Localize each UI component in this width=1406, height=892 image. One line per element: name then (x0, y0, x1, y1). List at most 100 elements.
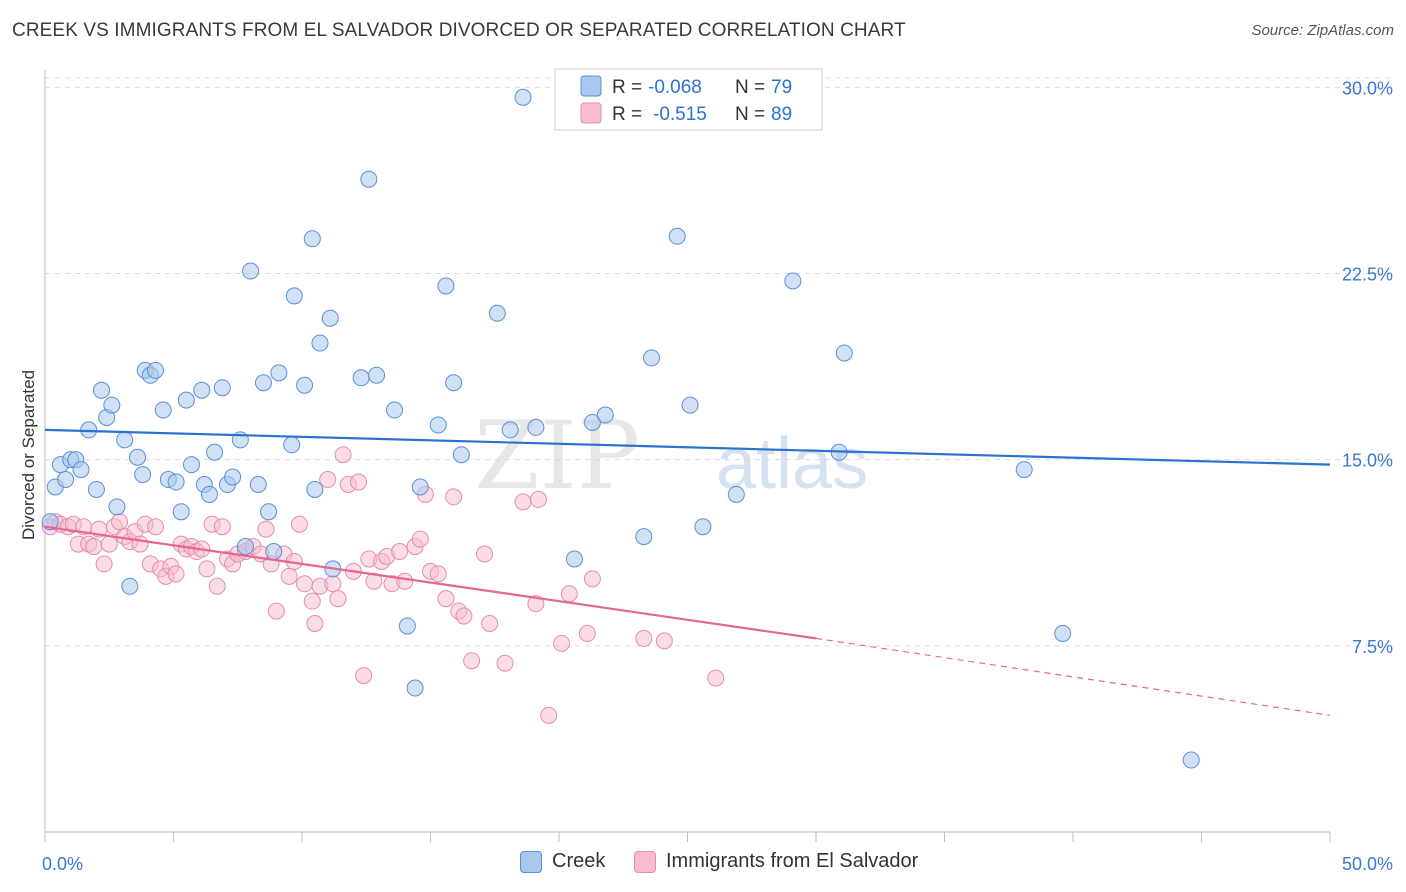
data-point-salvador (198, 560, 216, 578)
data-point-salvador (85, 538, 103, 556)
data-point-creek (206, 443, 224, 461)
data-point-creek (93, 381, 111, 399)
data-point-creek (784, 272, 802, 290)
data-point-creek (147, 361, 165, 379)
data-point-creek (681, 396, 699, 414)
y-tick-label: 15.0% (1342, 451, 1393, 471)
y-tick-label: 30.0% (1342, 78, 1393, 98)
data-point-creek (386, 401, 404, 419)
data-point-salvador (267, 602, 285, 620)
data-point-creek (285, 287, 303, 305)
trend-lines (44, 428, 1331, 716)
data-point-creek (429, 416, 447, 434)
data-point-creek (41, 513, 59, 531)
data-point-salvador (655, 632, 673, 650)
data-point-salvador (131, 535, 149, 553)
legend-label-creek: Creek (552, 850, 606, 872)
data-point-salvador (540, 706, 558, 724)
data-point-creek (57, 471, 75, 489)
data-point-creek (596, 406, 614, 424)
data-point-salvador (396, 572, 414, 590)
data-point-salvador (296, 575, 314, 593)
data-point-creek (213, 379, 231, 397)
data-point-creek (452, 446, 470, 464)
data-point-salvador (583, 570, 601, 588)
data-point-creek (129, 448, 147, 466)
data-point-creek (193, 381, 211, 399)
data-point-salvador (635, 629, 653, 647)
legend-item-salvador[interactable]: Immigrants from El Salvador (634, 850, 918, 873)
data-point-creek (360, 170, 378, 188)
data-point-creek (108, 498, 126, 516)
data-point-salvador (167, 565, 185, 583)
data-point-creek (352, 369, 370, 387)
data-point-creek (565, 550, 583, 568)
stats-r-value-salvador: -0.515 (653, 104, 707, 125)
data-point-salvador (355, 667, 373, 685)
y-tick-label: 7.5% (1352, 637, 1393, 657)
data-point-creek (668, 227, 686, 245)
data-point-creek (116, 431, 134, 449)
data-point-salvador (257, 520, 275, 538)
data-point-creek (134, 466, 152, 484)
bottom-legend: Creek Immigrants from El Salvador (0, 850, 1406, 880)
data-point-creek (398, 617, 416, 635)
data-point-creek (514, 88, 532, 106)
data-point-creek (311, 334, 329, 352)
data-point-creek (260, 503, 278, 521)
data-point-creek (270, 364, 288, 382)
data-point-salvador (514, 493, 532, 511)
data-point-salvador (213, 518, 231, 536)
data-point-creek (583, 413, 601, 431)
data-point-salvador (280, 567, 298, 585)
y-tick-label: 22.5% (1342, 265, 1393, 285)
data-point-creek (488, 304, 506, 322)
legend-label-salvador: Immigrants from El Salvador (666, 850, 919, 872)
data-point-creek (635, 528, 653, 546)
data-point-creek (303, 230, 321, 248)
data-point-creek (1015, 461, 1033, 479)
data-point-creek (1182, 751, 1200, 769)
axes (44, 70, 1331, 842)
source-label: Source: ZipAtlas.com (1251, 22, 1394, 39)
data-point-salvador (411, 530, 429, 548)
y-axis-label: Divorced or Separated (19, 370, 38, 540)
legend-item-creek[interactable]: Creek (520, 850, 605, 873)
data-point-salvador (527, 595, 545, 613)
data-point-creek (501, 421, 519, 439)
data-point-salvador (437, 590, 455, 608)
data-point-creek (154, 401, 172, 419)
data-point-salvador (578, 624, 596, 642)
data-point-salvador (95, 555, 113, 573)
data-point-creek (445, 374, 463, 392)
data-point-creek (321, 309, 339, 327)
stats-legend: R = -0.068 N = 79 R = -0.515 N = 89 (554, 68, 823, 131)
x-tick-labels: 0.0% 50.0% (42, 854, 1393, 874)
data-point-creek (1054, 624, 1072, 642)
data-point-salvador (481, 615, 499, 633)
data-point-creek (306, 480, 324, 498)
stats-r-label-salvador: R = (612, 104, 642, 125)
data-point-salvador (553, 634, 571, 652)
data-point-creek (172, 503, 190, 521)
chart-title: CREEK VS IMMIGRANTS FROM EL SALVADOR DIV… (12, 20, 906, 41)
data-point-creek (283, 436, 301, 454)
stats-n-label-creek: N = (735, 77, 765, 98)
data-point-creek (368, 366, 386, 384)
data-point-salvador (475, 545, 493, 563)
x-tick-label: 0.0% (42, 854, 83, 874)
data-point-salvador (707, 669, 725, 687)
stats-legend-swatch-creek (580, 75, 602, 97)
data-point-salvador (391, 543, 409, 561)
data-point-salvador (100, 535, 118, 553)
data-point-creek (200, 485, 218, 503)
data-point-creek (236, 538, 254, 556)
trend-line-salvador-extrapolated (815, 637, 1331, 716)
data-point-creek (72, 461, 90, 479)
data-point-creek (296, 376, 314, 394)
data-point-creek (727, 485, 745, 503)
data-point-salvador (306, 615, 324, 633)
legend-swatch-salvador (634, 850, 656, 873)
data-point-creek (167, 473, 185, 491)
